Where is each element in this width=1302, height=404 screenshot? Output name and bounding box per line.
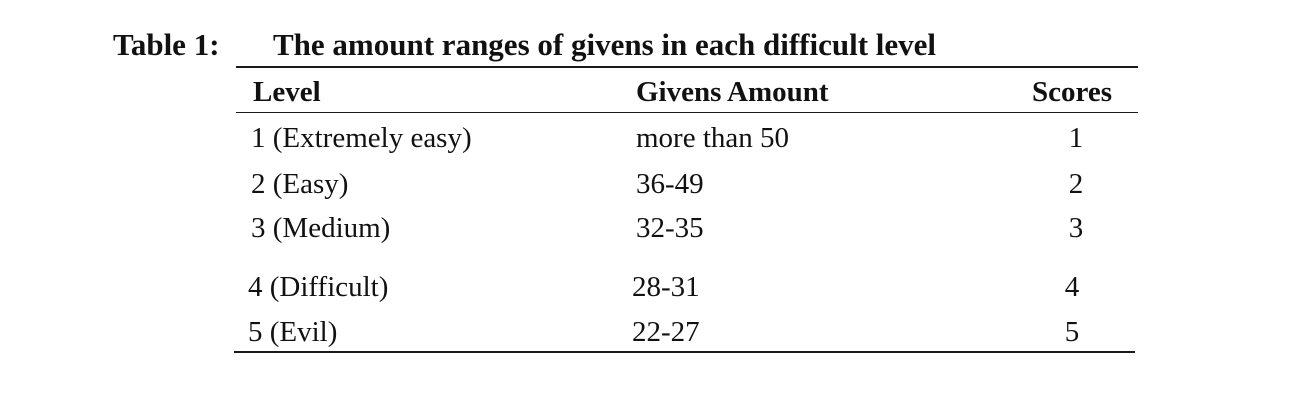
cell-level: 3 (Medium) — [251, 212, 391, 244]
table-top-rule — [236, 66, 1138, 68]
cell-givens-amount: 28-31 — [632, 271, 700, 303]
header-givens-amount: Givens Amount — [636, 76, 829, 108]
cell-level: 5 (Evil) — [248, 316, 338, 348]
cell-score: 3 — [1068, 212, 1084, 244]
cell-level: 4 (Difficult) — [248, 271, 389, 303]
cell-level: 2 (Easy) — [251, 168, 349, 200]
cell-score: 5 — [1064, 316, 1080, 348]
cell-level: 1 (Extremely easy) — [251, 122, 472, 154]
table-bottom-rule — [234, 351, 1135, 353]
caption-title: The amount ranges of givens in each diff… — [273, 27, 937, 62]
table-header-rule — [236, 112, 1138, 113]
cell-score: 2 — [1068, 168, 1084, 200]
cell-givens-amount: 32-35 — [636, 212, 704, 244]
cell-givens-amount: 36-49 — [636, 168, 704, 200]
header-level: Level — [253, 76, 321, 108]
cell-score: 1 — [1068, 122, 1084, 154]
caption-label: Table 1: — [113, 27, 220, 62]
cell-givens-amount: 22-27 — [632, 316, 700, 348]
cell-givens-amount: more than 50 — [636, 122, 790, 154]
header-scores: Scores — [1032, 76, 1113, 108]
cell-score: 4 — [1064, 271, 1080, 303]
